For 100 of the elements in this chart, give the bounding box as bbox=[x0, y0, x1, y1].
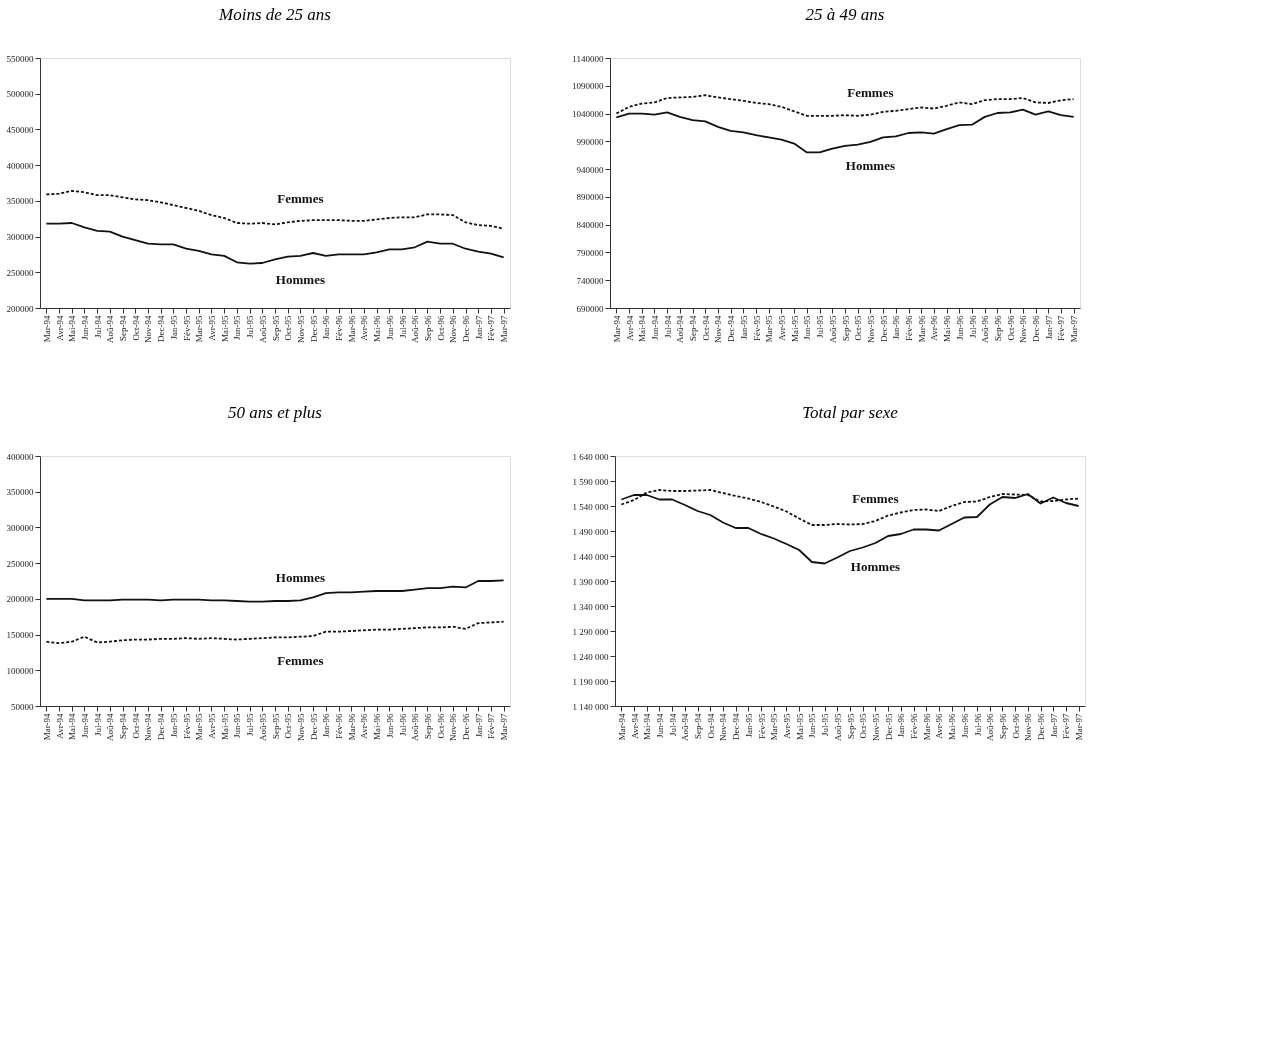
x-tick-label: Mar-94 bbox=[41, 713, 52, 741]
x-tick-label: Jul-96 bbox=[397, 713, 408, 736]
x-tick-label: Nov-94 bbox=[143, 315, 154, 343]
x-tick-label: Fév-95 bbox=[181, 713, 192, 739]
series-label: Hommes bbox=[275, 570, 325, 586]
x-tick-label: Jun-94 bbox=[649, 315, 660, 340]
x-tick-label: Aoû-96 bbox=[410, 315, 421, 343]
y-tick-label: 940000 bbox=[576, 164, 604, 175]
x-tick-label: Oct-94 bbox=[130, 315, 141, 341]
x-tick-label: Avr-96 bbox=[359, 315, 370, 341]
y-tick-label: 790000 bbox=[576, 247, 604, 258]
x-tick-label: Sep-96 bbox=[422, 713, 433, 739]
y-tick-label: 500000 bbox=[6, 89, 34, 100]
x-tick-label: Jul-94 bbox=[92, 713, 103, 736]
x-tick-label: Oct-96 bbox=[1005, 315, 1016, 341]
x-tick-label: Nov-95 bbox=[295, 713, 306, 741]
x-tick-label: Fév-97 bbox=[1061, 713, 1072, 739]
x-tick-label: Jun-95 bbox=[807, 713, 818, 738]
x-tick-label: Aoû-96 bbox=[410, 713, 421, 741]
x-tick-label: Dec-95 bbox=[308, 713, 319, 740]
x-tick-label: Aoû-95 bbox=[827, 315, 838, 343]
x-tick-label: Mar-94 bbox=[611, 315, 622, 343]
x-tick-label: Jul-96 bbox=[967, 315, 978, 338]
x-tick-label: Nov-95 bbox=[865, 315, 876, 343]
x-tick-label: Mar-95 bbox=[769, 713, 780, 741]
x-tick-label: Sep-95 bbox=[270, 713, 281, 739]
x-tick-label: Jun-96 bbox=[384, 315, 395, 340]
x-tick-label: Jun-96 bbox=[954, 315, 965, 340]
y-tick-label: 1 290 000 bbox=[572, 626, 609, 637]
x-tick-label: Nov-96 bbox=[448, 315, 459, 343]
x-tick-label: Jul-95 bbox=[820, 713, 831, 736]
x-tick-label: Mai-96 bbox=[942, 315, 953, 342]
x-tick-label: Fév-97 bbox=[486, 713, 497, 739]
x-tick-label: Fév-95 bbox=[756, 713, 767, 739]
x-tick-label: Jan-95 bbox=[168, 315, 179, 340]
y-tick-label: 840000 bbox=[576, 220, 604, 231]
x-tick-label: Fév-96 bbox=[904, 315, 915, 341]
x-tick-label: Sep-94 bbox=[118, 315, 129, 341]
series-label: Hommes bbox=[850, 559, 900, 574]
x-tick-label: Mar-97 bbox=[1074, 713, 1085, 741]
x-tick-label: Mai-94 bbox=[637, 315, 648, 342]
x-tick-label: Mar-97 bbox=[499, 713, 510, 741]
y-tick-label: 550000 bbox=[6, 53, 34, 64]
x-tick-label: Nov-94 bbox=[718, 713, 729, 741]
x-tick-label: Dec-95 bbox=[883, 713, 894, 740]
y-tick-label: 1 190 000 bbox=[572, 676, 609, 687]
y-tick-label: 450000 bbox=[6, 124, 34, 135]
x-tick-label: Oct-94 bbox=[700, 315, 711, 341]
x-tick-label: Jun-95 bbox=[232, 315, 243, 340]
x-tick-label: Oct-96 bbox=[435, 315, 446, 341]
y-tick-label: 1040000 bbox=[572, 109, 604, 120]
x-tick-label: Avr-95 bbox=[206, 315, 217, 341]
x-tick-label: Mar-95 bbox=[194, 713, 205, 741]
x-tick-label: Jun-95 bbox=[232, 713, 243, 738]
x-tick-label: Jul-94 bbox=[92, 315, 103, 338]
series-label: Hommes bbox=[845, 157, 895, 173]
x-tick-label: Jul-95 bbox=[815, 315, 826, 338]
x-tick-label: Mar-97 bbox=[499, 315, 510, 343]
x-tick-label: Mar-96 bbox=[921, 713, 932, 741]
y-tick-label: 1 240 000 bbox=[572, 651, 609, 662]
x-tick-label: Dec-95 bbox=[308, 315, 319, 342]
x-tick-label: Aoû-95 bbox=[257, 713, 268, 741]
y-tick-label: 1 640 000 bbox=[572, 451, 609, 462]
line-series bbox=[45, 189, 505, 230]
x-tick-label: Dec-94 bbox=[156, 713, 167, 740]
y-tick-label: 300000 bbox=[6, 232, 34, 243]
x-tick-label: Jul-95 bbox=[245, 315, 256, 338]
x-tick-label: Oct-95 bbox=[283, 315, 294, 341]
x-tick-label: Sep-94 bbox=[118, 713, 129, 739]
x-tick-label: Oct-94 bbox=[130, 713, 141, 739]
y-tick-label: 1 590 000 bbox=[572, 476, 609, 487]
x-tick-label: Oct-94 bbox=[705, 713, 716, 739]
series-label: Femmes bbox=[277, 190, 324, 206]
x-tick-label: Jun-94 bbox=[654, 713, 665, 738]
x-tick-label: Aoû-94 bbox=[680, 713, 691, 741]
y-tick-label: 400000 bbox=[6, 160, 34, 171]
x-tick-label: Sep-95 bbox=[840, 315, 851, 341]
y-tick-label: 1090000 bbox=[572, 81, 604, 92]
y-tick-label: 1 340 000 bbox=[572, 601, 609, 612]
x-tick-label: Oct-95 bbox=[858, 713, 869, 739]
x-tick-label: Jun-94 bbox=[79, 713, 90, 738]
x-tick-label: Fév-96 bbox=[334, 713, 345, 739]
x-tick-label: Jan-97 bbox=[1043, 315, 1054, 340]
x-tick-label: Nov-95 bbox=[870, 713, 881, 741]
x-tick-label: Mar-96 bbox=[916, 315, 927, 343]
x-tick-label: Avr-94 bbox=[629, 713, 640, 739]
x-tick-label: Avr-94 bbox=[54, 315, 65, 341]
y-tick-label: 740000 bbox=[576, 275, 604, 286]
x-tick-label: Dec-94 bbox=[731, 713, 742, 740]
y-tick-label: 1 390 000 bbox=[572, 576, 609, 587]
y-tick-label: 100000 bbox=[6, 665, 34, 676]
x-tick-label: Oct-95 bbox=[853, 315, 864, 341]
y-tick-label: 1 440 000 bbox=[572, 551, 609, 562]
y-tick-label: 50000 bbox=[11, 701, 34, 712]
x-tick-label: Mar-96 bbox=[346, 315, 357, 343]
x-tick-label: Mai-95 bbox=[219, 315, 230, 342]
x-tick-label: Fév-95 bbox=[751, 315, 762, 341]
x-tick-label: Nov-96 bbox=[1023, 713, 1034, 741]
x-tick-label: Fév-97 bbox=[486, 315, 497, 341]
x-tick-label: Sep-95 bbox=[270, 315, 281, 341]
